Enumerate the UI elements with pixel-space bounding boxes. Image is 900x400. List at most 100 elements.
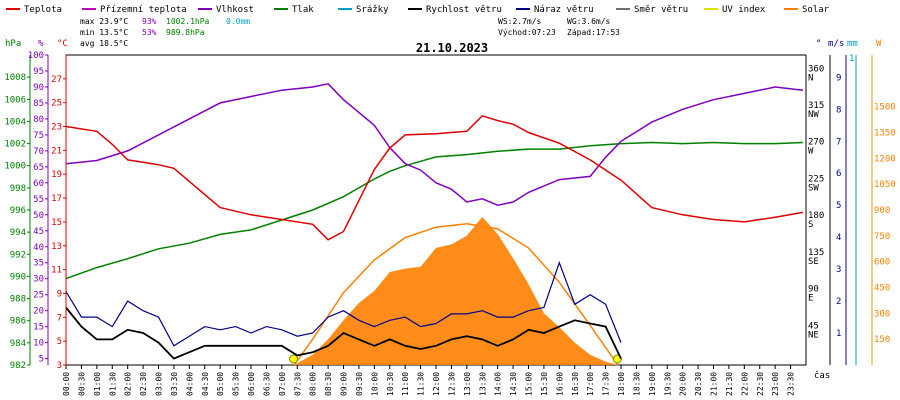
stats-max-temp: max 23.9°C: [80, 17, 128, 26]
temp-tick-label: 23: [51, 123, 62, 133]
pressure-tick-label: 994: [10, 228, 26, 238]
legend-label: Rychlost větru: [426, 5, 502, 15]
x-tick-label: 05:00: [216, 372, 225, 396]
direction-tick-label: 180: [808, 211, 824, 221]
solar-tick-label: 750: [874, 232, 890, 242]
temp-tick-label: 27: [51, 75, 62, 85]
x-tick-label: 22:30: [756, 372, 765, 396]
humidity-tick-label: 60: [33, 179, 44, 189]
x-tick-label: 20:30: [694, 372, 703, 396]
x-tick-label: 03:00: [155, 372, 164, 396]
x-tick-label: 23:00: [771, 372, 780, 396]
series-humidity: [65, 82, 803, 206]
x-tick-label: 07:00: [278, 372, 287, 396]
legend-label: Vlhkost: [216, 5, 254, 15]
direction-tick-name: NW: [808, 110, 819, 120]
wind-tick-label: 9: [836, 73, 841, 83]
x-tick-label: 11:30: [417, 372, 426, 396]
x-tick-label: 05:30: [232, 372, 241, 396]
stats-sunset: Západ:17:53: [567, 28, 620, 37]
humidity-tick-label: 5: [39, 355, 44, 365]
x-tick-label: 08:00: [309, 372, 318, 396]
direction-tick-name: NE: [808, 330, 819, 340]
x-tick-label: 19:00: [648, 372, 657, 396]
x-tick-label: 08:30: [324, 372, 333, 396]
solar-tick-label: 600: [874, 258, 890, 268]
x-tick-label: 15:00: [525, 372, 534, 396]
x-tick-label: 00:30: [77, 372, 86, 396]
stats-min-hum: 53%: [142, 28, 157, 37]
unit-pressure: hPa: [5, 39, 21, 49]
x-axis-label: čas: [814, 370, 830, 381]
temp-tick-label: 13: [51, 242, 62, 252]
humidity-tick-label: 65: [33, 163, 44, 173]
x-tick-label: 17:00: [586, 372, 595, 396]
direction-tick-name: S: [808, 220, 813, 230]
direction-tick-label: 45: [808, 321, 819, 331]
humidity-tick-label: 55: [33, 195, 44, 205]
humidity-tick-label: 20: [33, 307, 44, 317]
temp-tick-label: 21: [51, 146, 62, 156]
x-tick-label: 20:00: [679, 372, 688, 396]
wind-tick-label: 1: [836, 329, 841, 339]
wind-tick-label: 2: [836, 297, 841, 307]
direction-tick-name: SW: [808, 183, 819, 193]
solar-max-line: [293, 223, 619, 366]
direction-tick-name: SE: [808, 257, 819, 267]
humidity-tick-label: 100: [28, 51, 44, 61]
temp-tick-label: 9: [57, 289, 62, 299]
direction-tick-label: 135: [808, 248, 824, 258]
x-tick-label: 01:00: [93, 372, 102, 396]
x-tick-label: 17:30: [602, 372, 611, 396]
wind-tick-label: 3: [836, 265, 841, 275]
direction-tick-label: 360: [808, 64, 824, 74]
axis-units: hPa % °C ° m/s mm W: [5, 39, 882, 49]
direction-tick-label: 315: [808, 101, 824, 111]
pressure-tick-label: 984: [10, 339, 26, 349]
legend-label: Směr větru: [634, 5, 688, 15]
x-tick-label: 14:30: [509, 372, 518, 396]
humidity-tick-label: 15: [33, 323, 44, 333]
solar-tick-label: 900: [874, 206, 890, 216]
solar-tick-label: 1350: [874, 129, 896, 139]
series-wind-gust: [65, 260, 622, 347]
humidity-tick-label: 45: [33, 227, 44, 237]
wind-tick-label: 6: [836, 169, 841, 179]
legend-label: Solar: [802, 5, 830, 15]
temp-tick-label: 11: [51, 266, 62, 276]
stats-max-hum: 93%: [142, 17, 157, 26]
direction-tick-label: 270: [808, 138, 824, 148]
stats-ws: WS:2.7m/s: [498, 17, 542, 26]
temp-tick-label: 7: [57, 313, 62, 323]
x-tick-label: 02:00: [124, 372, 133, 396]
pressure-tick-label: 986: [10, 317, 26, 327]
pressure-tick-label: 992: [10, 250, 26, 260]
humidity-tick-label: 30: [33, 275, 44, 285]
x-tick-label: 16:30: [571, 372, 580, 396]
solar-tick-label: 1200: [874, 154, 896, 164]
solar-tick-label: 1050: [874, 180, 896, 190]
legend-label: Náraz větru: [534, 5, 594, 15]
solar-area: [294, 216, 618, 365]
direction-tick-name: E: [808, 294, 813, 304]
x-tick-label: 19:30: [663, 372, 672, 396]
stats-block: max 23.9°C 93% 1002.1hPa 0.0mm min 13.5°…: [80, 17, 620, 48]
unit-rain: mm: [847, 39, 858, 49]
stats-avg-temp: avg 18.5°C: [80, 39, 128, 48]
pressure-tick-label: 1006: [4, 95, 26, 105]
stats-min-press: 989.8hPa: [166, 28, 205, 37]
x-tick-label: 10:00: [370, 372, 379, 396]
x-tick-label: 09:30: [355, 372, 364, 396]
stats-min-temp: min 13.5°C: [80, 28, 128, 37]
x-tick-label: 09:00: [340, 372, 349, 396]
temp-tick-label: 15: [51, 218, 62, 228]
humidity-tick-label: 90: [33, 83, 44, 93]
x-tick-label: 12:30: [447, 372, 456, 396]
x-tick-label: 04:00: [185, 372, 194, 396]
humidity-tick-label: 10: [33, 339, 44, 349]
solar-tick-label: 150: [874, 335, 890, 345]
solar-tick-label: 1500: [874, 103, 896, 113]
x-tick-label: 16:00: [555, 372, 564, 396]
temp-tick-label: 5: [57, 337, 62, 347]
